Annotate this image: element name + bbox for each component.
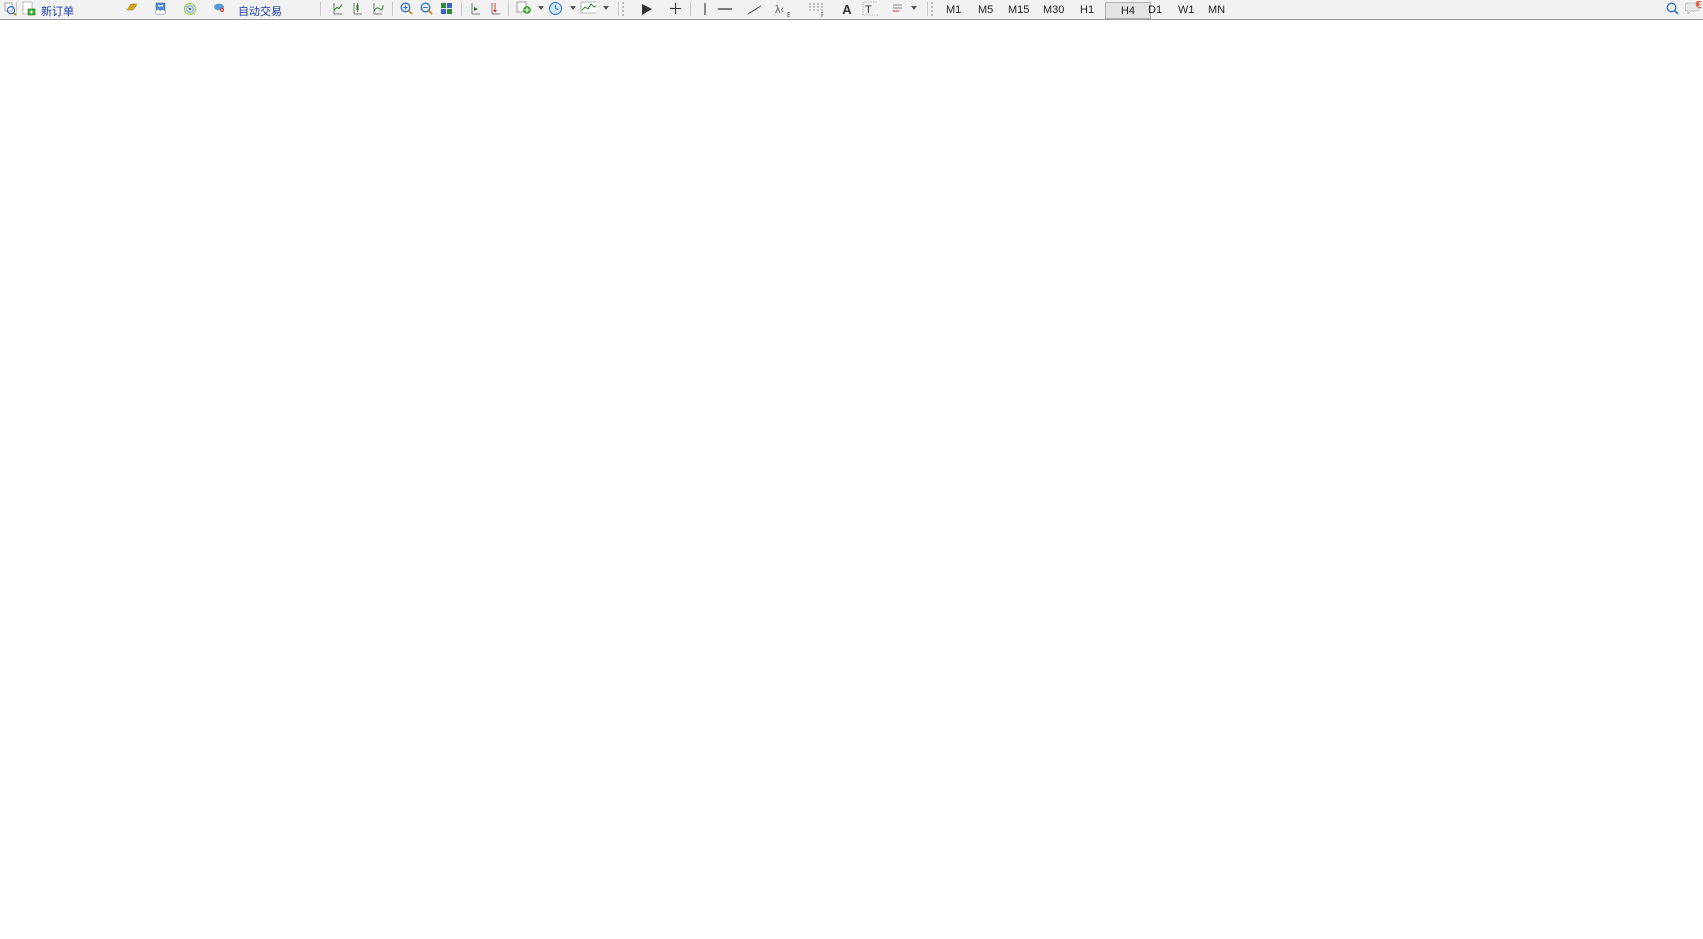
svg-text:1: 1: [1698, 1, 1701, 9]
svg-text:λ‹: λ‹: [775, 4, 785, 16]
svg-text:T: T: [865, 4, 872, 16]
svg-text:E: E: [787, 12, 790, 17]
svg-text:F: F: [821, 12, 823, 17]
